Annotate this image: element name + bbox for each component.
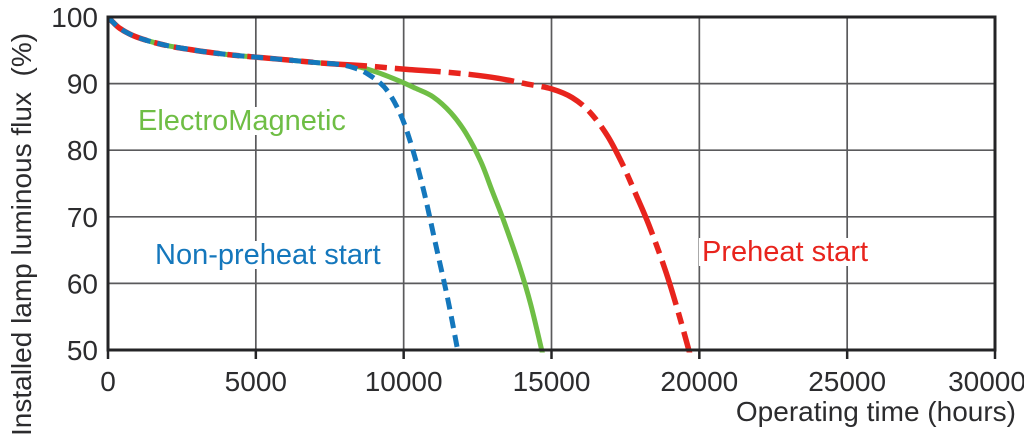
x-tick-label: 0 (100, 366, 116, 397)
y-axis-title: Installed lamp luminous flux (%) (6, 33, 37, 436)
series-label-backing (135, 107, 349, 135)
y-axis-tick-labels: 100 90 80 70 60 50 (51, 2, 98, 366)
plot-border (106, 15, 997, 352)
y-tick-label: 70 (67, 202, 98, 233)
x-tick-label: 10000 (365, 366, 443, 397)
x-axis-tick-labels: 0 5000 10000 15000 20000 25000 30000 (100, 366, 1024, 397)
series-label-non-preheat-start: Non-preheat start (155, 239, 381, 271)
y-tick-label: 80 (67, 135, 98, 166)
series-label-electromagnetic: ElectroMagnetic (138, 105, 346, 137)
x-tick-label: 15000 (513, 366, 591, 397)
y-tick-label: 100 (51, 2, 98, 33)
curves (107, 15, 693, 353)
x-tick-label: 20000 (660, 366, 738, 397)
y-tick-label: 60 (67, 268, 98, 299)
series-label-backing (699, 238, 872, 266)
x-axis-title: Operating time (hours) (736, 396, 1016, 427)
x-axis-ticks (106, 351, 997, 359)
x-tick-label: 5000 (225, 366, 287, 397)
x-tick-label: 25000 (808, 366, 886, 397)
series-label-backing (152, 241, 384, 269)
y-tick-label: 90 (67, 69, 98, 100)
series-label-preheat-start: Preheat start (702, 236, 868, 268)
gridlines (108, 17, 995, 350)
curve-non-preheat-start (107, 15, 461, 353)
x-tick-label: 30000 (948, 366, 1024, 397)
y-tick-label: 50 (67, 335, 98, 366)
